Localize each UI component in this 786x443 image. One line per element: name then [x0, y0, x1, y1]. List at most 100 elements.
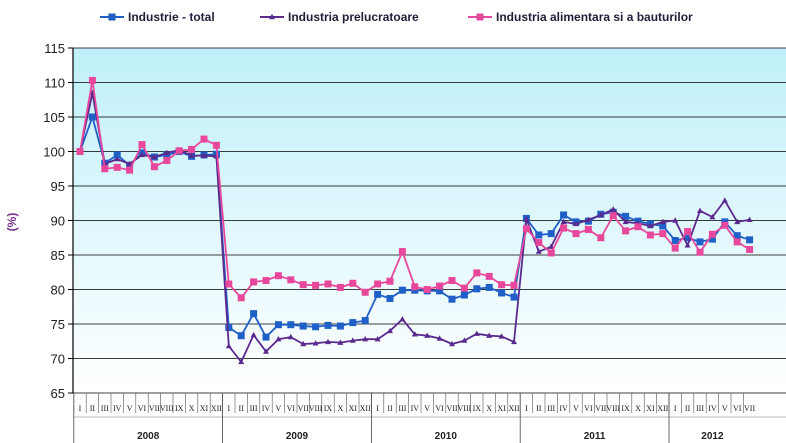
y-tick-label: 85 [51, 248, 65, 263]
legend-label: Industria prelucratoare [288, 10, 419, 24]
x-tick-label: XI [646, 404, 655, 413]
y-tick-label: 100 [43, 145, 65, 160]
data-point [423, 286, 431, 293]
x-tick-label: III [547, 404, 555, 413]
data-point [398, 286, 406, 294]
data-point [101, 165, 109, 173]
data-point [325, 338, 331, 345]
data-point [76, 148, 84, 155]
data-point [733, 232, 741, 240]
data-point [386, 277, 394, 285]
x-tick-label: VI [435, 404, 444, 413]
x-tick-label: VII [446, 404, 457, 413]
data-point [250, 310, 258, 318]
x-tick-label: IV [708, 404, 717, 413]
data-point [336, 322, 344, 330]
data-point [300, 340, 307, 347]
y-tick-label: 75 [51, 317, 65, 332]
data-point [287, 333, 294, 340]
data-point [250, 278, 258, 286]
series [76, 76, 754, 302]
data-point [436, 335, 443, 341]
data-point [349, 279, 357, 287]
data-point [708, 230, 716, 238]
year-label: 2009 [286, 431, 309, 442]
data-point [485, 272, 493, 280]
x-tick-label: V [127, 404, 133, 413]
data-point [287, 321, 295, 329]
x-tick-label: V [276, 404, 282, 413]
data-point [510, 293, 518, 301]
x-tick-label: XI [200, 404, 209, 413]
data-point [696, 238, 704, 246]
data-point [572, 230, 580, 238]
data-point [151, 153, 158, 160]
data-point [647, 222, 654, 229]
data-point [108, 13, 116, 21]
x-tick-label: IV [262, 404, 271, 413]
data-point [622, 218, 629, 225]
data-point [597, 234, 605, 242]
legend-label: Industrie - total [128, 10, 215, 24]
data-point [324, 321, 332, 329]
data-point [336, 283, 344, 291]
x-tick-label: II [685, 404, 691, 413]
year-label: 2010 [435, 431, 458, 442]
y-axis: 65 70 75 80 85 90 95 100 105 110 115 [43, 41, 74, 401]
data-point [709, 213, 716, 220]
x-tick-label: IV [559, 404, 568, 413]
x-tick-label: VII [744, 404, 755, 413]
data-point [573, 220, 579, 227]
data-point [498, 333, 505, 339]
data-point [386, 294, 394, 302]
x-tick-label: VI [584, 404, 593, 413]
data-point [114, 155, 121, 162]
data-point [274, 321, 282, 329]
x-tick-label: II [387, 404, 393, 413]
data-point [411, 283, 419, 291]
data-point [237, 332, 245, 340]
x-tick-label: IX [621, 404, 630, 413]
data-point [349, 337, 356, 343]
x-tick-label: III [398, 404, 406, 413]
data-point [473, 330, 480, 336]
x-tick-label: VIII [309, 404, 323, 413]
x-tick-label: VIII [458, 404, 472, 413]
data-point [312, 281, 320, 289]
x-axis: I II III IV V VI VII VIII IX X XI XII I II III IV V VI VII… [73, 393, 786, 443]
y-tick-label: 105 [43, 110, 65, 125]
data-point [460, 284, 468, 292]
data-point [646, 231, 654, 239]
data-point [486, 332, 493, 338]
x-tick-label: VI [733, 404, 742, 413]
data-point [262, 277, 270, 285]
data-point [299, 281, 307, 289]
x-tick-label: VIII [160, 404, 174, 413]
x-tick-label: XI [497, 404, 506, 413]
data-point [274, 272, 282, 280]
data-point [374, 335, 381, 342]
data-point [622, 212, 630, 220]
data-point [374, 290, 382, 298]
x-tick-label: II [536, 404, 542, 413]
data-point [200, 135, 208, 143]
y-tick-label: 95 [51, 179, 65, 194]
data-point [436, 287, 444, 295]
data-point [746, 236, 754, 244]
x-tick-label: III [250, 404, 258, 413]
data-point [535, 239, 543, 247]
y-tick-label: 80 [51, 283, 65, 298]
data-point [424, 332, 431, 338]
data-point [238, 358, 245, 365]
data-point [721, 221, 729, 229]
data-point [733, 238, 741, 246]
data-point [708, 235, 716, 243]
data-point [275, 335, 282, 342]
data-point [398, 248, 406, 256]
data-point [374, 280, 382, 288]
legend: Industrie - total Industria prelucratoare… [100, 10, 693, 24]
x-tick-label: I [376, 404, 379, 413]
data-point [696, 248, 704, 256]
y-tick-label: 70 [51, 352, 65, 367]
data-point [511, 338, 517, 345]
